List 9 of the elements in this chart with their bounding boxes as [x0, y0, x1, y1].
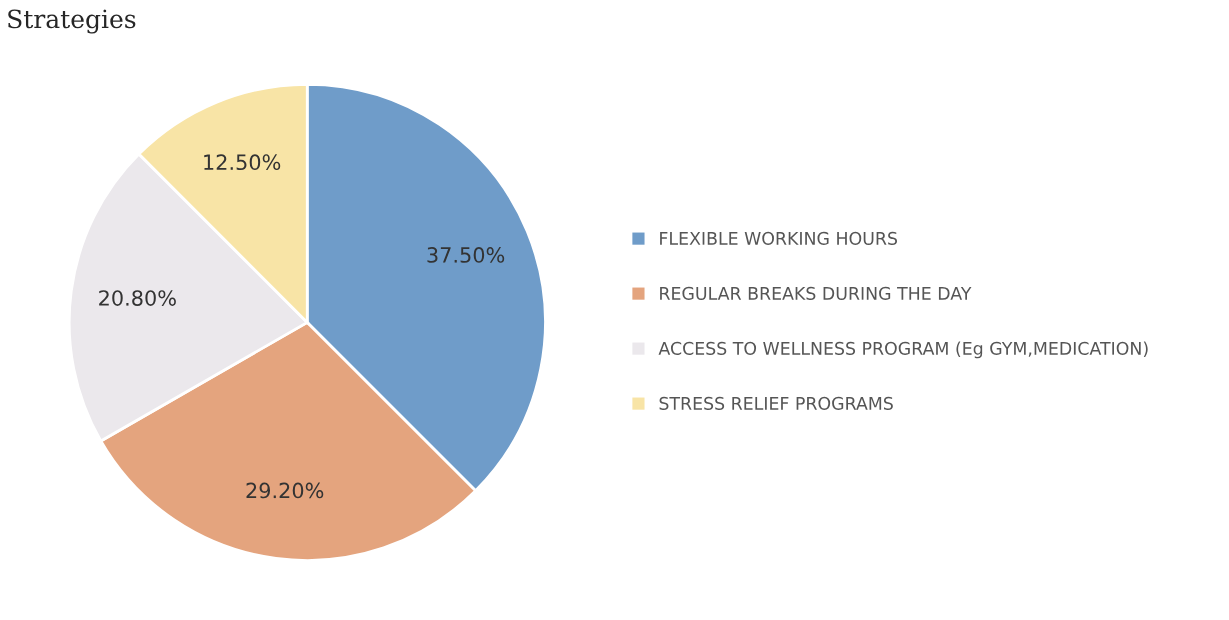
- legend-label: REGULAR BREAKS DURING THE DAY: [660, 286, 972, 300]
- data-label: 12.50%: [204, 154, 281, 171]
- legend-label: ACCESS TO WELLNESS PROGRAM (Eg GYM,MEDICATION): [658, 341, 1148, 359]
- data-label: 37.50%: [427, 247, 505, 263]
- legend-label: FLEXIBLE WORKING HOURS: [660, 231, 898, 245]
- data-label: 29.20%: [246, 482, 324, 499]
- chart-title: Strategies: [8, 9, 136, 34]
- data-label: 20.80%: [99, 290, 176, 306]
- legend-label: STRESS RELIEF PROGRAMS: [659, 396, 893, 410]
